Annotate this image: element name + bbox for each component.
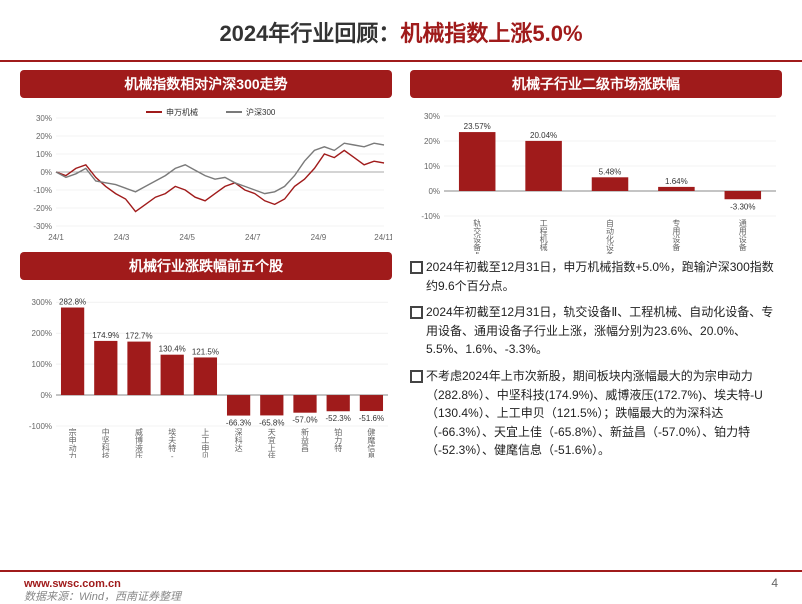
svg-text:24/1: 24/1 xyxy=(48,233,64,242)
svg-text:械: 械 xyxy=(540,242,548,252)
svg-text:-65.8%: -65.8% xyxy=(259,418,284,427)
svg-text:24/7: 24/7 xyxy=(245,233,261,242)
svg-text:20%: 20% xyxy=(424,137,440,146)
svg-text:申万机械: 申万机械 xyxy=(166,107,198,117)
svg-text:-66.3%: -66.3% xyxy=(226,419,251,428)
svg-text:压: 压 xyxy=(135,452,143,458)
svg-text:贝: 贝 xyxy=(201,452,209,458)
svg-text:-10%: -10% xyxy=(421,212,440,221)
svg-text:130.4%: 130.4% xyxy=(159,345,186,354)
svg-text:1.64%: 1.64% xyxy=(665,177,688,186)
svg-text:0%: 0% xyxy=(40,168,52,177)
svg-text:282.8%: 282.8% xyxy=(59,298,86,307)
bar-chart-sectors: -10%0%10%20%30%23.57%轨交设备Ⅱ20.04%工程机械5.48… xyxy=(410,104,782,254)
title-divider xyxy=(0,60,802,62)
line-chart-svg: -30% -20% -10% 0% 10% 20% 30% 24/1 24/3 24/5 24/7 2… xyxy=(20,104,392,244)
svg-text:力: 力 xyxy=(69,451,77,458)
content-grid: 机械指数相对沪深300走势 -30%-20%-10%0%10%20%30%24/… xyxy=(0,70,802,468)
svg-text:172.7%: 172.7% xyxy=(125,332,152,341)
svg-text:-52.3%: -52.3% xyxy=(326,414,351,423)
left-column: 机械指数相对沪深300走势 -30% -20% -10% 0% 10% 20% 30% 24/… xyxy=(20,70,392,468)
svg-text:-: - xyxy=(171,452,174,458)
svg-text:备: 备 xyxy=(606,250,614,254)
page-number: 4 xyxy=(771,576,778,590)
footer-divider xyxy=(0,570,802,572)
title-bar: 2024年行业回顾：机械指数上涨5.0% xyxy=(0,0,802,58)
svg-text:达: 达 xyxy=(235,443,243,453)
svg-text:息: 息 xyxy=(367,451,375,458)
panel3-header: 机械子行业二级市场涨跌幅 xyxy=(410,70,782,98)
svg-text:昌: 昌 xyxy=(301,444,309,453)
svg-text:24/9: 24/9 xyxy=(311,233,327,242)
svg-text:佳: 佳 xyxy=(268,451,276,458)
bar-chart-sectors-svg: -10%0%10%20%30%23.57%轨交设备Ⅱ20.04%工程机械5.48… xyxy=(410,104,782,254)
svg-text:200%: 200% xyxy=(32,329,52,338)
svg-text:30%: 30% xyxy=(424,112,440,121)
svg-text:-57.0%: -57.0% xyxy=(292,416,317,425)
bullet-item: 不考虑2024年上市次新股，期间板块内涨幅最大的为宗申动力（282.8%）、中坚… xyxy=(410,367,782,460)
svg-text:-30%: -30% xyxy=(33,222,52,231)
svg-text:100%: 100% xyxy=(32,360,52,369)
svg-text:24/5: 24/5 xyxy=(179,233,195,242)
line-chart: -30% -20% -10% 0% 10% 20% 30% 24/1 24/3 24/5 24/7 2… xyxy=(20,104,392,244)
title-highlight: 机械指数上涨5.0% xyxy=(400,21,582,46)
svg-text:-100%: -100% xyxy=(29,422,52,431)
bullet-item: 2024年初截至12月31日，轨交设备Ⅱ、工程机械、自动化设备、专用设备、通用设… xyxy=(410,303,782,359)
svg-text:特: 特 xyxy=(334,443,342,453)
page-title: 2024年行业回顾：机械指数上涨5.0% xyxy=(0,16,802,48)
bar-chart-stocks: -100%0%100%200%300%282.8%宗申动力174.9%中坚科技1… xyxy=(20,286,392,458)
svg-text:24/11: 24/11 xyxy=(374,233,392,242)
svg-text:10%: 10% xyxy=(36,150,52,159)
svg-text:20%: 20% xyxy=(36,132,52,141)
svg-text:0%: 0% xyxy=(428,187,440,196)
svg-text:备: 备 xyxy=(672,242,680,252)
bar-chart-stocks-svg: -100%0%100%200%300%282.8%宗申动力174.9%中坚科技1… xyxy=(20,286,392,458)
svg-text:23.57%: 23.57% xyxy=(464,122,491,131)
svg-text:10%: 10% xyxy=(424,162,440,171)
svg-text:24/3: 24/3 xyxy=(114,233,130,242)
svg-text:300%: 300% xyxy=(32,298,52,307)
bullet-item: 2024年初截至12月31日，申万机械指数+5.0%，跑输沪深300指数约9.6… xyxy=(410,258,782,295)
svg-text:174.9%: 174.9% xyxy=(92,331,119,340)
panel1-header: 机械指数相对沪深300走势 xyxy=(20,70,392,98)
svg-text:5.48%: 5.48% xyxy=(599,167,622,176)
panel2-header: 机械行业涨跌幅前五个股 xyxy=(20,252,392,280)
svg-text:0%: 0% xyxy=(40,391,52,400)
svg-text:沪深300: 沪深300 xyxy=(246,107,276,117)
svg-text:-3.30%: -3.30% xyxy=(730,202,755,211)
svg-text:121.5%: 121.5% xyxy=(192,347,219,356)
right-column: 机械子行业二级市场涨跌幅 -10%0%10%20%30%23.57%轨交设备Ⅱ2… xyxy=(410,70,782,468)
svg-text:-20%: -20% xyxy=(33,204,52,213)
slide: 2024年行业回顾：机械指数上涨5.0% 机械指数相对沪深300走势 -30%-… xyxy=(0,0,802,602)
svg-text:备: 备 xyxy=(739,242,747,252)
bullet-list: 2024年初截至12月31日，申万机械指数+5.0%，跑输沪深300指数约9.6… xyxy=(410,254,782,460)
svg-text:20.04%: 20.04% xyxy=(530,131,557,140)
svg-text:Ⅱ: Ⅱ xyxy=(475,251,479,254)
title-prefix: 2024年行业回顾： xyxy=(219,21,400,46)
svg-text:30%: 30% xyxy=(36,114,52,123)
svg-text:-10%: -10% xyxy=(33,186,52,195)
svg-text:技: 技 xyxy=(102,451,110,458)
svg-text:-51.6%: -51.6% xyxy=(359,414,384,423)
